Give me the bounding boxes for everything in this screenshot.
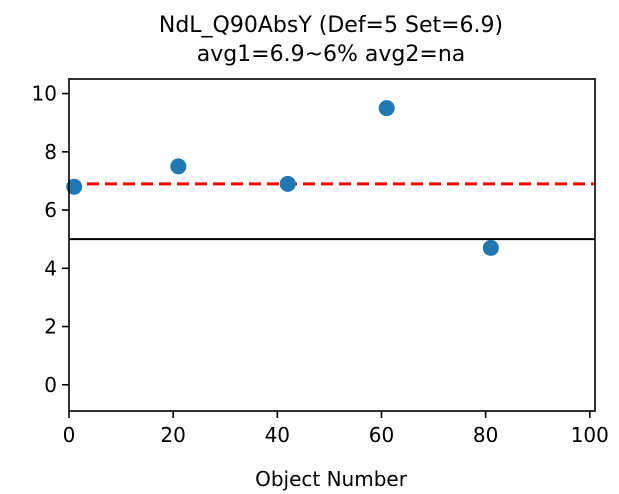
data-point xyxy=(170,158,187,175)
x-tick-label: 100 xyxy=(571,423,609,447)
x-tick-label: 80 xyxy=(473,423,498,447)
x-tick-label: 60 xyxy=(369,423,394,447)
y-tick-label: 4 xyxy=(44,256,57,280)
data-point xyxy=(378,100,395,117)
x-tick-label: 20 xyxy=(160,423,185,447)
plot-area: 0 20 40 60 80 100 0 2 4 6 8 10 xyxy=(32,78,609,447)
y-tick-label: 10 xyxy=(32,82,57,106)
plot-frame xyxy=(68,78,596,412)
x-tick-label: 0 xyxy=(63,423,76,447)
data-point xyxy=(482,239,499,256)
data-point xyxy=(66,178,83,195)
y-tick-label: 8 xyxy=(44,140,57,164)
y-tick-label: 2 xyxy=(44,315,57,339)
x-tick-label: 40 xyxy=(265,423,290,447)
chart-title: NdL_Q90AbsY (Def=5 Set=6.9) xyxy=(159,13,503,38)
x-axis-label: Object Number xyxy=(255,467,408,491)
chart-subtitle: avg1=6.9~6% avg2=na xyxy=(197,42,466,67)
data-point xyxy=(279,175,296,192)
y-tick-label: 0 xyxy=(44,373,57,397)
y-tick-label: 6 xyxy=(44,198,57,222)
